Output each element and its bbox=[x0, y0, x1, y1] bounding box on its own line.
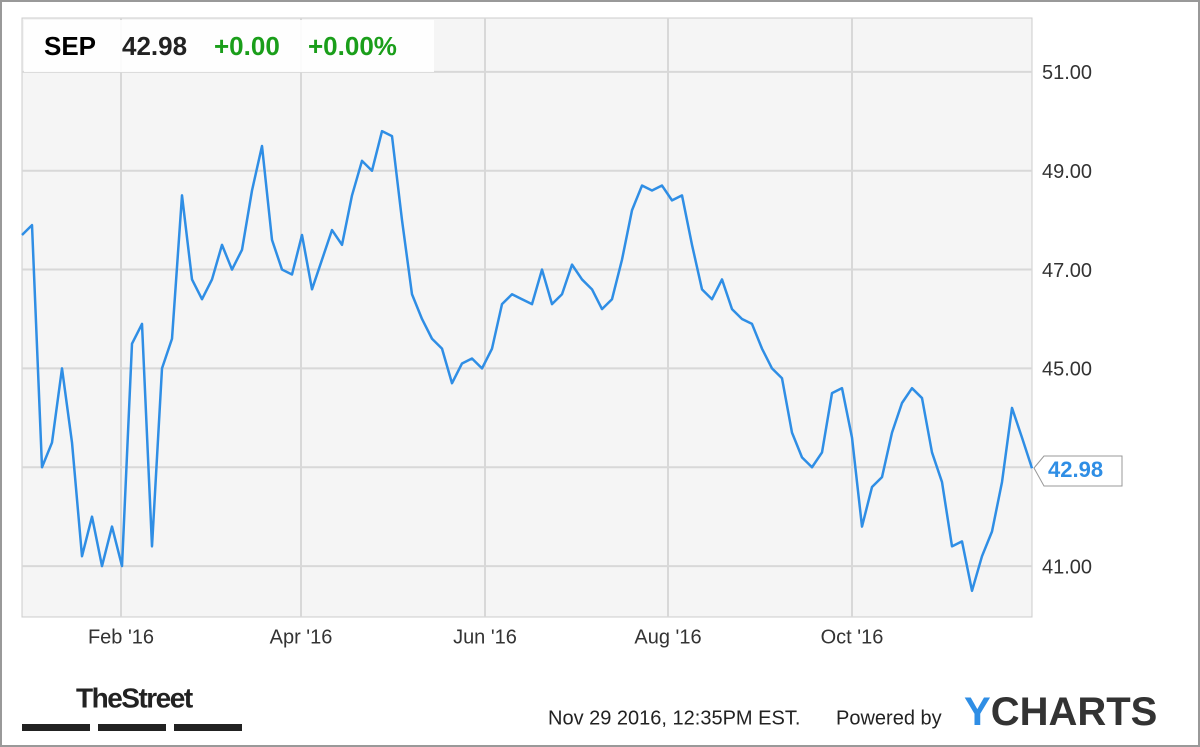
timestamp: Nov 29 2016, 12:35PM EST. bbox=[548, 707, 800, 729]
brand: TheStreet bbox=[76, 682, 193, 713]
last-price-box bbox=[1033, 455, 1123, 487]
x-tick-label: Oct '16 bbox=[821, 626, 884, 648]
last-price-tag: 42.98 bbox=[1033, 455, 1123, 487]
y-tick-label: 45.00 bbox=[1042, 359, 1092, 381]
price-line bbox=[21, 129, 1034, 593]
brand-bar bbox=[98, 724, 166, 731]
change: +0.00 bbox=[214, 31, 280, 61]
powered-by: Powered by bbox=[836, 707, 942, 729]
last-price-label: 42.98 bbox=[1048, 457, 1103, 482]
x-tick-label: Feb '16 bbox=[88, 626, 154, 648]
ticker: SEP bbox=[44, 31, 96, 61]
brand-bar bbox=[22, 724, 90, 731]
y-tick-label: 51.00 bbox=[1042, 62, 1092, 84]
logo: YCHARTS bbox=[964, 690, 1157, 734]
header-box bbox=[24, 20, 434, 72]
y-tick-label: 47.00 bbox=[1042, 260, 1092, 282]
change-percent: +0.00% bbox=[308, 31, 397, 61]
price: 42.98 bbox=[122, 31, 187, 61]
plot bbox=[21, 129, 1034, 593]
brand-bar bbox=[174, 724, 242, 731]
x-tick-label: Apr '16 bbox=[270, 626, 333, 648]
x-tick-label: Jun '16 bbox=[453, 626, 517, 648]
x-tick-label: Aug '16 bbox=[634, 626, 701, 648]
y-tick-label: 41.00 bbox=[1042, 556, 1092, 578]
y-tick-label: 49.00 bbox=[1042, 161, 1092, 183]
